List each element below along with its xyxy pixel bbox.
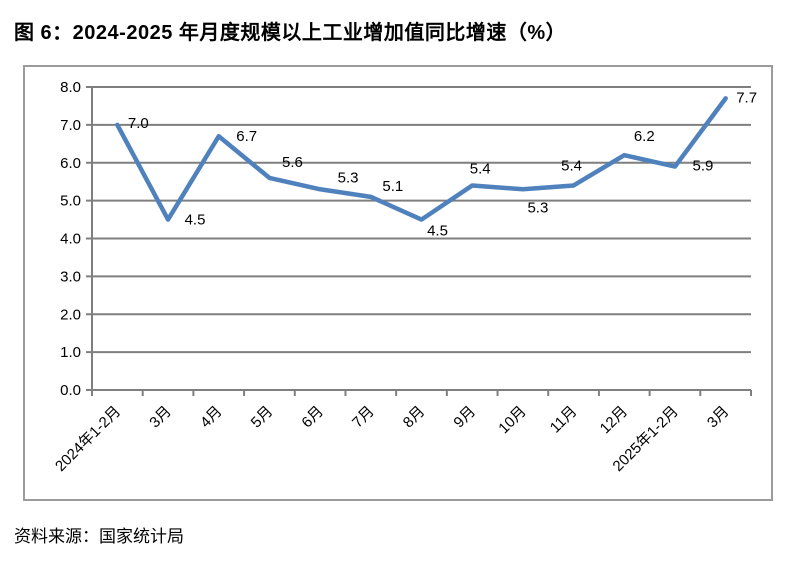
chart-title: 图 6：2024-2025 年月度规模以上工业增加值同比增速（%） bbox=[14, 22, 567, 44]
y-tick-label: 4.0 bbox=[60, 231, 81, 248]
x-tick-label: 4月 bbox=[197, 403, 226, 432]
y-tick-label: 0.0 bbox=[60, 382, 81, 399]
x-tick-label: 2024年1-2月 bbox=[52, 403, 124, 475]
y-tick-label: 2.0 bbox=[60, 306, 81, 323]
data-label: 5.3 bbox=[338, 169, 359, 186]
data-label: 5.3 bbox=[527, 199, 548, 216]
data-label: 7.7 bbox=[736, 89, 757, 106]
y-tick-label: 3.0 bbox=[60, 268, 81, 285]
data-label: 7.0 bbox=[128, 115, 149, 132]
x-tick-label: 7月 bbox=[349, 403, 378, 432]
data-label: 5.4 bbox=[470, 160, 491, 177]
y-tick-label: 5.0 bbox=[60, 193, 81, 210]
data-label: 6.7 bbox=[236, 128, 257, 145]
x-tick-label: 5月 bbox=[248, 403, 277, 432]
line-chart-svg: 0.0 1.0 2.0 3.0 4.0 5.0 6.0 7.0 8.0 2024年1-2月 3月 4月… bbox=[52, 79, 757, 475]
x-tick-label: 3月 bbox=[146, 403, 175, 432]
x-tick-label: 3月 bbox=[704, 403, 733, 432]
x-tick-label: 9月 bbox=[450, 403, 479, 432]
data-label: 4.5 bbox=[185, 212, 206, 229]
source-note: 资料来源：国家统计局 bbox=[14, 527, 184, 546]
y-tick-label: 1.0 bbox=[60, 344, 81, 361]
series-line bbox=[115, 96, 728, 222]
x-tick-label: 11月 bbox=[547, 403, 581, 437]
data-label: 5.6 bbox=[282, 154, 303, 171]
x-tick-label: 10月 bbox=[495, 403, 529, 437]
data-label: 5.9 bbox=[693, 158, 714, 175]
chart-frame: 0.0 1.0 2.0 3.0 4.0 5.0 6.0 7.0 8.0 2024年1-2月 3月 4月… bbox=[23, 65, 773, 501]
data-label: 6.2 bbox=[634, 128, 655, 145]
x-tick-label: 6月 bbox=[298, 403, 327, 432]
x-tick-label: 8月 bbox=[400, 403, 429, 432]
y-tick-label: 8.0 bbox=[60, 79, 81, 96]
data-label: 4.5 bbox=[427, 223, 448, 240]
x-tick-label: 12月 bbox=[597, 403, 631, 437]
data-label: 5.4 bbox=[561, 157, 582, 174]
data-label: 5.1 bbox=[382, 178, 403, 195]
y-tick-label: 6.0 bbox=[60, 155, 81, 172]
y-tick-label: 7.0 bbox=[60, 117, 81, 134]
